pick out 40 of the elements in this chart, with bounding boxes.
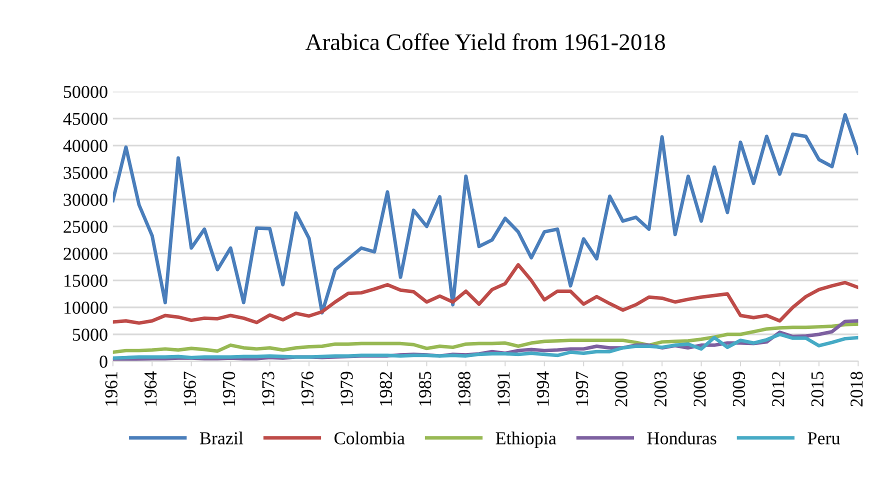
y-tick-label: 15000 bbox=[64, 274, 108, 287]
y-tick-label: 45000 bbox=[63, 112, 108, 125]
legend-label: Peru bbox=[808, 432, 840, 444]
y-tick-label: 50000 bbox=[64, 86, 108, 98]
y-tick-label: 25000 bbox=[64, 220, 108, 233]
x-tick-label: 1997 bbox=[576, 372, 588, 406]
y-tick-label: 10000 bbox=[64, 302, 108, 314]
x-tick-label: 2015 bbox=[811, 372, 824, 406]
x-tick-label: 1964 bbox=[144, 371, 157, 406]
line-series bbox=[112, 113, 858, 315]
y-tick-label: 40000 bbox=[63, 140, 108, 152]
x-tick-label: 1994 bbox=[536, 371, 549, 406]
x-tick-label: 2018 bbox=[850, 372, 863, 406]
x-tick-label: 1973 bbox=[262, 372, 274, 406]
x-tick-label: 1985 bbox=[419, 372, 432, 406]
x-tick-label: 1976 bbox=[301, 372, 314, 406]
x-tick-label: 2000 bbox=[615, 372, 628, 406]
legend-label: Ethiopia bbox=[496, 432, 556, 448]
y-tick-label: 5000 bbox=[72, 328, 108, 341]
legend-label: Honduras bbox=[647, 432, 716, 444]
x-tick-label: 1982 bbox=[380, 372, 392, 406]
x-tick-label: 1961 bbox=[105, 372, 118, 406]
x-tick-label: 1970 bbox=[222, 372, 236, 406]
line-series bbox=[112, 322, 858, 354]
legend-label: Colombia bbox=[334, 432, 405, 444]
chart-title: Arabica Coffee Yield from 1961-2018 bbox=[305, 33, 665, 50]
x-tick-label: 2003 bbox=[654, 372, 667, 406]
x-tick-label: 2012 bbox=[772, 372, 784, 406]
line-series bbox=[112, 263, 858, 325]
x-tick-label: 1979 bbox=[340, 372, 353, 406]
x-tick-label: 2009 bbox=[732, 372, 746, 406]
x-tick-label: 1988 bbox=[458, 372, 470, 406]
y-tick-label: 30000 bbox=[64, 194, 108, 206]
x-tick-label: 1967 bbox=[184, 372, 196, 406]
legend-label: Brazil bbox=[200, 432, 244, 444]
x-tick-label: 2006 bbox=[694, 372, 706, 406]
y-tick-label: 35000 bbox=[64, 166, 108, 179]
y-tick-label: 0 bbox=[100, 356, 108, 368]
y-tick-label: 20000 bbox=[64, 248, 108, 260]
x-tick-label: 1991 bbox=[498, 372, 510, 406]
